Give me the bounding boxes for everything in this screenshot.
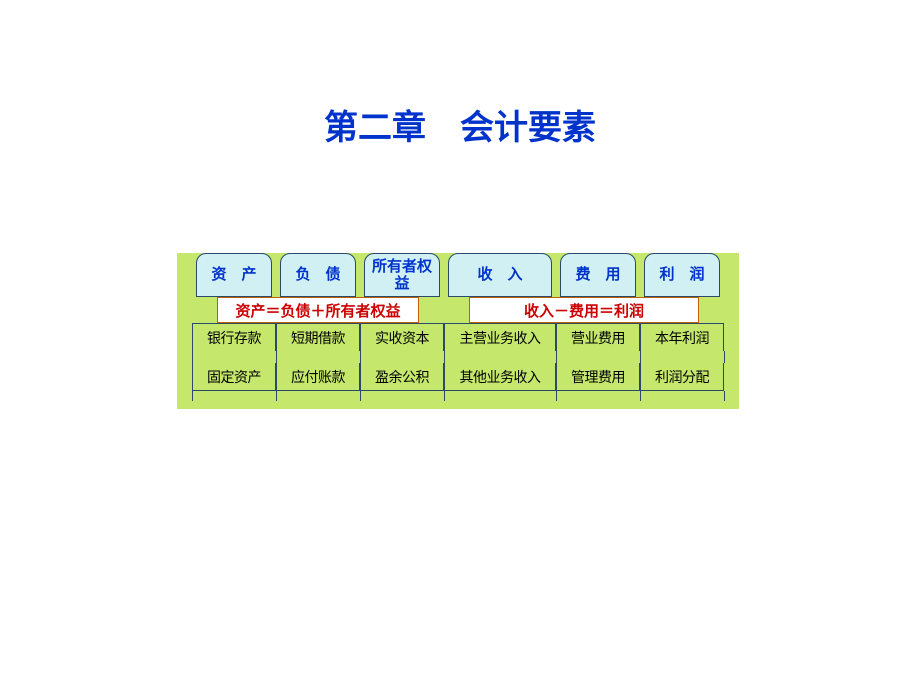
- account-cell: 利润分配: [640, 363, 724, 391]
- equation-box: 资产＝负债＋所有者权益: [217, 297, 419, 323]
- account-cell: 本年利润: [640, 323, 724, 351]
- accounting-elements-diagram: 资 产负 债所有者权 益收 入费 用利 润资产＝负债＋所有者权益 收入－费用＝利润…: [177, 253, 739, 409]
- equation-box: 收入－费用＝利润: [469, 297, 699, 323]
- account-cell: 短期借款: [276, 323, 360, 351]
- account-cell: 管理费用: [556, 363, 640, 391]
- account-cell: 营业费用: [556, 323, 640, 351]
- category-tab: 利 润: [644, 253, 720, 297]
- account-cell: 盈余公积: [360, 363, 444, 391]
- page-title: 第二章 会计要素: [0, 100, 920, 149]
- category-tab: 负 债: [280, 253, 356, 297]
- account-cell: 应付账款: [276, 363, 360, 391]
- category-tab: 费 用: [560, 253, 636, 297]
- account-cell: 主营业务收入: [444, 323, 556, 351]
- category-tab: 所有者权 益: [364, 253, 440, 297]
- account-cell: 银行存款: [192, 323, 276, 351]
- account-cell: 实收资本: [360, 323, 444, 351]
- category-tab: 收 入: [448, 253, 552, 297]
- account-cell: 其他业务收入: [444, 363, 556, 391]
- account-cell: 固定资产: [192, 363, 276, 391]
- category-tab: 资 产: [196, 253, 272, 297]
